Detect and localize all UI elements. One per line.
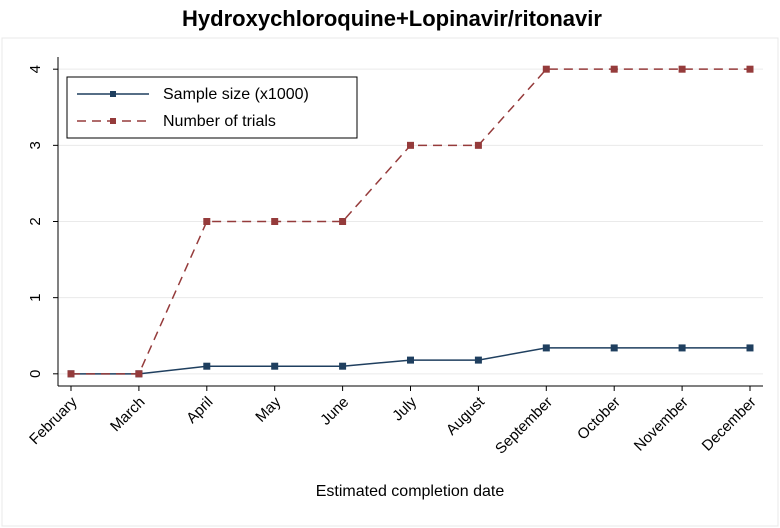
marker	[339, 362, 347, 370]
marker	[678, 344, 686, 352]
plot-region-frame	[1, 37, 779, 527]
legend-label: Number of trials	[163, 113, 276, 130]
marker	[610, 65, 618, 73]
marker	[407, 141, 414, 149]
marker	[746, 344, 754, 352]
chart-title: Hydroxychloroquine+Lopinavir/ritonavir	[182, 6, 602, 31]
legend-marker	[110, 118, 116, 124]
marker	[203, 362, 211, 370]
marker	[542, 344, 550, 352]
y-tick-label: 4	[27, 65, 44, 73]
marker	[474, 356, 482, 364]
marker	[610, 344, 618, 352]
marker	[474, 141, 482, 149]
marker	[271, 218, 279, 225]
marker	[746, 65, 754, 73]
marker	[339, 218, 347, 225]
x-axis-label: Estimated completion date	[316, 483, 505, 500]
y-tick-label: 3	[27, 141, 44, 149]
legend-label: Sample size (x1000)	[163, 86, 309, 103]
legend-box	[66, 76, 358, 139]
marker	[271, 362, 279, 370]
marker	[203, 218, 211, 225]
marker	[542, 65, 550, 73]
legend-marker	[110, 91, 116, 97]
y-tick-label: 0	[27, 370, 44, 378]
marker	[678, 65, 686, 73]
marker	[135, 370, 143, 378]
y-tick-label: 1	[27, 293, 44, 301]
marker	[67, 370, 75, 378]
marker	[407, 356, 414, 364]
y-tick-label: 2	[27, 217, 44, 225]
